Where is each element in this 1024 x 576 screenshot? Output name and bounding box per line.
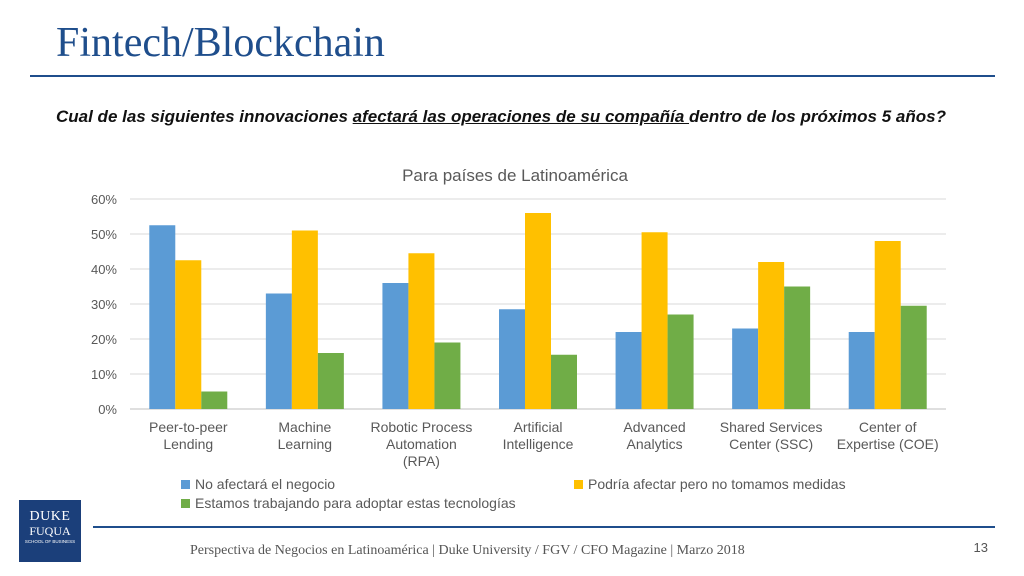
bar [641,232,668,409]
x-tick-label: Artificial [513,419,562,435]
x-tick-label: Peer-to-peer [149,419,228,435]
bar [848,332,875,409]
chart-title: Para países de Latinoamérica [402,166,628,185]
x-tick-label: Advanced [623,419,685,435]
x-tick-label: Shared Services [720,419,823,435]
footer-citation: Perspectiva de Negocios en Latinoamérica… [190,543,745,558]
bar [900,305,927,409]
legend-swatch [574,480,583,489]
x-tick-label: Lending [163,436,213,452]
bar [201,391,228,409]
bar [499,309,525,409]
x-tick-label: Center of [859,419,917,435]
title-divider [30,75,995,77]
x-tick-label: Intelligence [503,436,574,452]
bar [758,262,785,409]
bar [175,260,202,409]
logo-line-3: SCHOOL OF BUSINESS [24,539,76,544]
footer-divider [93,526,995,528]
y-tick-label: 50% [91,227,117,242]
bar [615,332,642,409]
legend-swatch [181,480,190,489]
question-text-end: dentro de los próximos 5 años? [689,107,946,126]
bar [667,314,694,409]
question-text-underlined: afectará las operaciones de su compañía [352,107,690,126]
bar [732,328,759,409]
legend-label: Podría afectar pero no tomamos medidas [588,476,846,492]
y-tick-label: 10% [91,367,117,382]
duke-fuqua-logo: DUKE FUQUA SCHOOL OF BUSINESS [19,500,81,562]
bar [265,293,292,409]
bar [317,353,344,409]
y-tick-label: 20% [91,332,117,347]
bar [408,253,435,409]
x-tick-label: Center (SSC) [729,436,813,452]
y-tick-label: 60% [91,192,117,207]
bar [551,354,577,409]
legend-swatch [181,499,190,508]
y-tick-label: 30% [91,297,117,312]
bar [784,286,811,409]
question-text-start: Cual de las siguientes innovaciones [56,107,353,126]
bar [149,225,176,409]
page-number: 13 [973,540,988,555]
legend-label: Estamos trabajando para adoptar estas te… [195,495,516,511]
x-tick-label: Learning [278,436,333,452]
slide-title: Fintech/Blockchain [56,20,385,66]
x-tick-label: Robotic Process [370,419,472,435]
logo-line-2: FUQUA [29,524,71,538]
x-tick-label: Analytics [627,436,683,452]
x-tick-label: (RPA) [403,453,440,469]
logo-line-1: DUKE [29,509,71,524]
survey-question: Cual de las siguientes innovaciones afec… [56,106,956,127]
bar [382,283,409,409]
x-tick-label: Expertise (COE) [837,436,939,452]
bar [874,241,901,409]
bar [434,342,461,409]
bar [525,213,551,409]
x-tick-label: Machine [278,419,331,435]
bar [291,230,318,409]
y-tick-label: 0% [98,402,117,417]
y-tick-label: 40% [91,262,117,277]
x-tick-label: Automation [386,436,457,452]
legend-label: No afectará el negocio [195,476,335,492]
